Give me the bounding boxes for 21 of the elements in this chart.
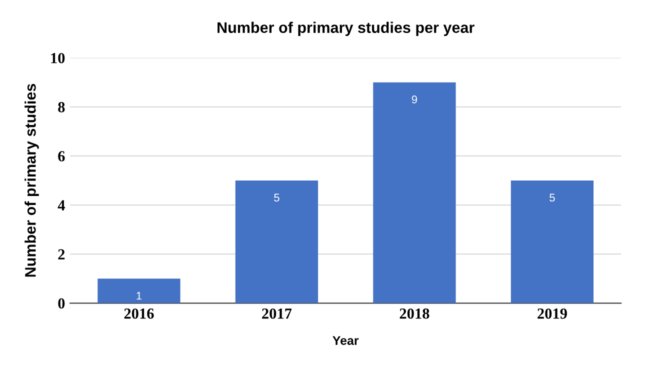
chart-title: Number of primary studies per year — [218, 22, 474, 36]
y-tick-label: 4 — [58, 200, 65, 210]
y-tick-label: 2 — [58, 249, 65, 260]
data-label: 5 — [550, 194, 555, 202]
data-label: 5 — [274, 194, 280, 202]
x-tick-label: 2018 — [400, 308, 430, 319]
y-tick-label: 8 — [58, 102, 65, 112]
x-axis-title: Year — [332, 336, 359, 345]
data-label: 1 — [136, 292, 142, 300]
x-tick-label: 2019 — [538, 308, 567, 319]
data-label: 9 — [412, 96, 418, 104]
bar — [235, 180, 318, 304]
y-tick-label: 0 — [58, 298, 65, 309]
y-tick-label: 6 — [58, 151, 65, 162]
y-axis-title: Number of primary studies — [24, 84, 39, 277]
bar — [373, 82, 456, 304]
x-tick-label: 2017 — [262, 308, 292, 319]
y-tick-label: 10 — [51, 52, 65, 64]
bar — [510, 180, 594, 304]
bar — [98, 278, 180, 304]
x-tick-label: 2016 — [124, 308, 154, 319]
